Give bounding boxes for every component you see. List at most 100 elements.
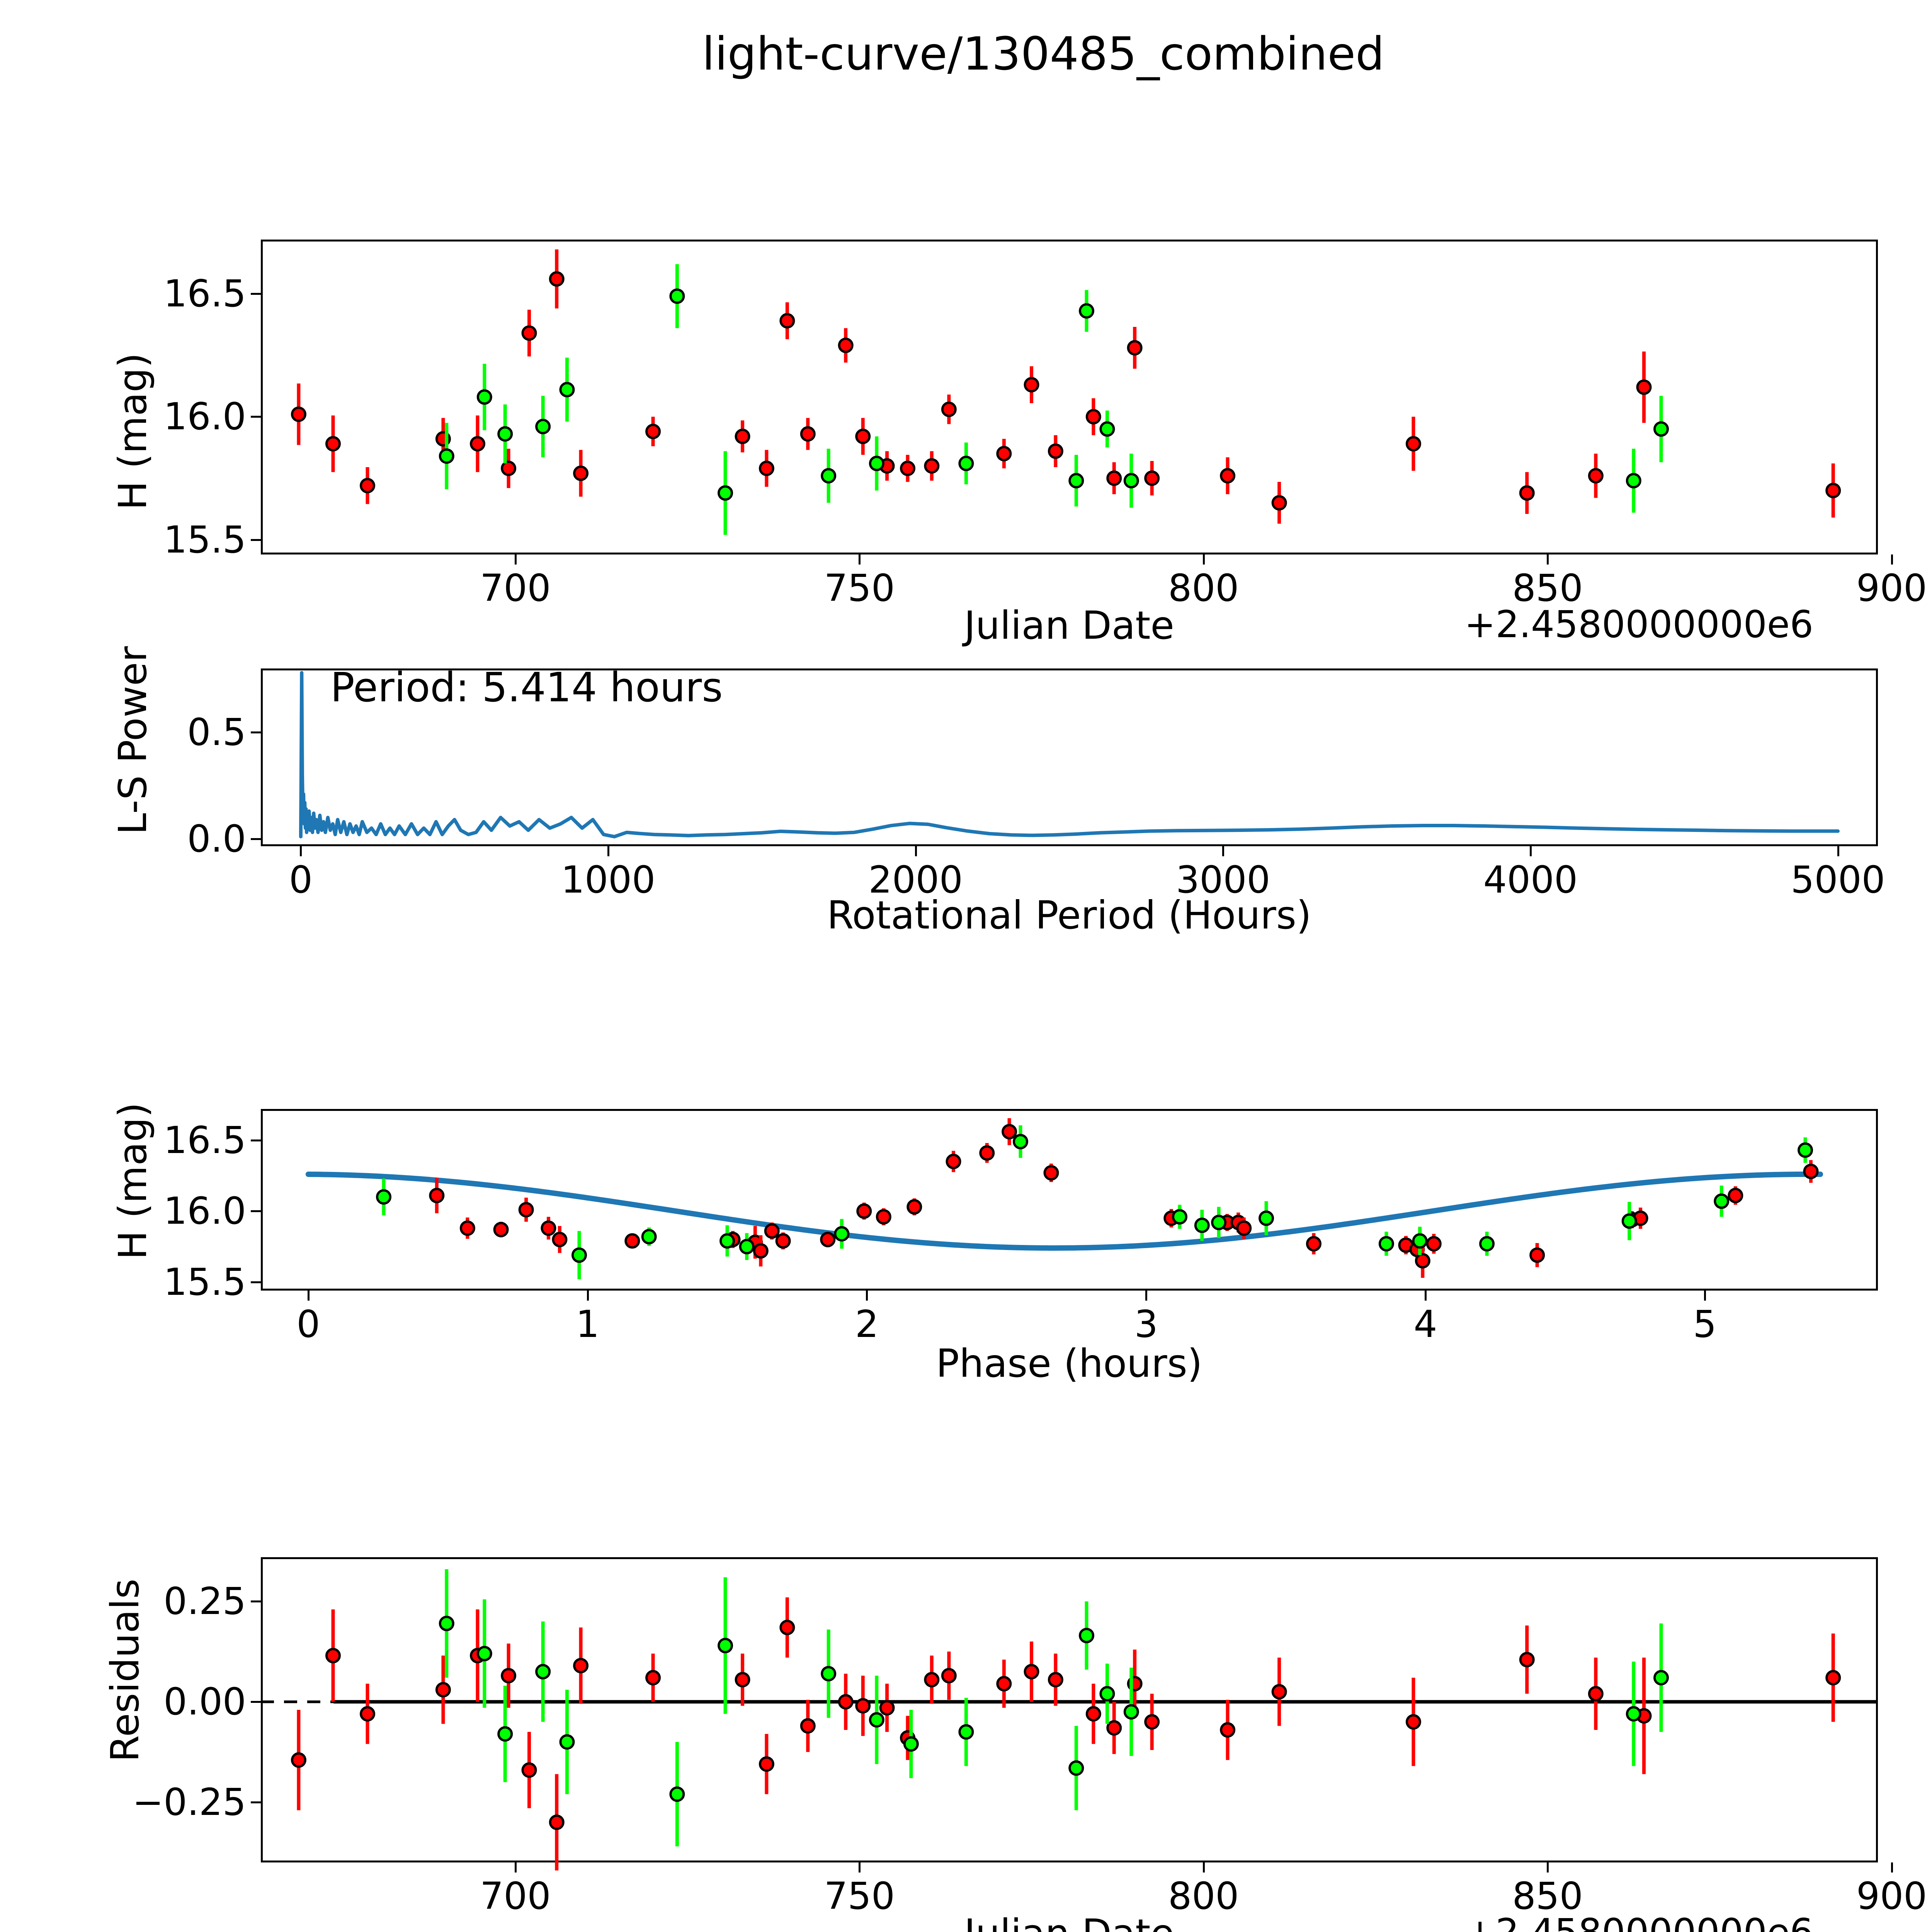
data-point xyxy=(719,1233,735,1249)
x-tick-mark xyxy=(1547,1862,1549,1872)
data-point xyxy=(518,1202,534,1218)
sinusoid-fit-line xyxy=(305,1171,1823,1251)
y-tick-label: 16.5 xyxy=(163,272,246,316)
data-point xyxy=(1378,1236,1394,1252)
data-point xyxy=(924,1672,940,1688)
x-tick-mark xyxy=(915,846,917,856)
x-tick-mark xyxy=(514,554,517,565)
panel-phase-plot xyxy=(305,1118,1823,1279)
data-point xyxy=(834,1226,850,1242)
data-point xyxy=(1013,1134,1029,1150)
data-point xyxy=(1220,468,1236,484)
x-tick-mark xyxy=(1202,554,1205,565)
x-tick-label: 3000 xyxy=(1176,858,1270,901)
x-tick-mark xyxy=(1547,554,1549,565)
data-point xyxy=(779,1619,795,1635)
panel-phase-folded xyxy=(261,1109,1878,1291)
data-point xyxy=(759,461,774,476)
data-point xyxy=(559,1734,575,1750)
data-point xyxy=(1798,1142,1813,1158)
x-tick-label: 850 xyxy=(1512,566,1583,610)
data-point xyxy=(1079,1628,1095,1643)
x-tick-mark xyxy=(866,1291,868,1301)
data-point xyxy=(958,1724,974,1740)
data-point xyxy=(1529,1247,1545,1263)
data-point xyxy=(1043,1165,1059,1181)
y-tick-mark xyxy=(251,731,261,734)
data-point xyxy=(521,1762,537,1778)
x-tick-label: 2 xyxy=(855,1303,879,1346)
y-tick-mark xyxy=(251,416,261,418)
data-point xyxy=(624,1233,640,1249)
data-point xyxy=(376,1189,392,1205)
data-point xyxy=(535,1664,551,1680)
panel-lightcurve xyxy=(261,240,1878,554)
data-point xyxy=(718,1638,733,1653)
data-point xyxy=(1068,1760,1084,1776)
data-point xyxy=(1519,1652,1535,1668)
data-point xyxy=(360,1706,376,1722)
panel-lightcurve-plot xyxy=(291,249,1841,535)
data-point xyxy=(869,456,884,471)
data-point xyxy=(800,1718,816,1734)
data-point xyxy=(735,1672,750,1688)
y-tick-label: 15.5 xyxy=(163,1260,246,1304)
data-point xyxy=(645,1670,661,1685)
series-green-filter xyxy=(439,264,1669,535)
x-tick-label: 800 xyxy=(1168,1874,1239,1918)
data-point xyxy=(1002,1124,1017,1139)
data-point xyxy=(535,418,551,434)
data-point xyxy=(946,1153,961,1169)
x-axis-offset-label: +2.4580000000e6 xyxy=(1464,1911,1813,1932)
data-point xyxy=(1048,443,1063,459)
x-tick-label: 700 xyxy=(480,566,551,610)
data-point xyxy=(1588,1686,1604,1702)
data-point xyxy=(429,1187,445,1203)
panel-periodogram-frame xyxy=(261,668,1878,846)
data-point xyxy=(1106,470,1122,486)
data-point xyxy=(1825,1670,1841,1685)
x-tick-label: 0 xyxy=(296,1303,320,1346)
data-point xyxy=(573,465,589,481)
x-tick-label: 3 xyxy=(1134,1303,1158,1346)
data-point xyxy=(1415,1253,1430,1269)
data-point xyxy=(1306,1236,1321,1252)
data-point xyxy=(1426,1236,1442,1252)
data-point xyxy=(439,1616,454,1631)
data-point xyxy=(900,461,915,476)
x-tick-mark xyxy=(300,846,302,856)
data-point xyxy=(291,406,306,422)
y-tick-label: 0.25 xyxy=(163,1580,246,1623)
data-point xyxy=(1123,1704,1139,1720)
x-tick-label: 2000 xyxy=(868,858,963,901)
data-point xyxy=(1144,470,1160,486)
y-tick-label: 16.0 xyxy=(163,1189,246,1233)
data-point xyxy=(838,1694,854,1710)
data-point xyxy=(821,468,837,484)
data-point xyxy=(1479,1236,1495,1252)
data-point xyxy=(1271,1684,1287,1700)
data-point xyxy=(1172,1209,1188,1225)
data-point xyxy=(571,1247,587,1263)
data-point xyxy=(1024,377,1039,393)
data-point xyxy=(879,1700,895,1716)
data-point xyxy=(838,337,854,353)
x-tick-mark xyxy=(1222,846,1225,856)
data-point xyxy=(1271,495,1287,511)
y-tick-label: 16.0 xyxy=(163,395,246,439)
data-point xyxy=(360,478,376,493)
data-point xyxy=(869,1712,884,1728)
data-point xyxy=(476,389,492,405)
x-axis-offset-label: +2.4580000000e6 xyxy=(1464,603,1813,646)
y-tick-mark xyxy=(251,1139,261,1141)
data-point xyxy=(1048,1672,1063,1688)
data-point xyxy=(1653,1670,1669,1685)
data-point xyxy=(573,1658,589,1673)
x-tick-mark xyxy=(1425,1291,1427,1301)
data-point xyxy=(958,456,974,471)
x-tick-label: 5000 xyxy=(1791,858,1885,901)
x-tick-mark xyxy=(1891,1862,1893,1872)
x-tick-mark xyxy=(1529,846,1532,856)
y-tick-label: 15.5 xyxy=(163,518,246,561)
